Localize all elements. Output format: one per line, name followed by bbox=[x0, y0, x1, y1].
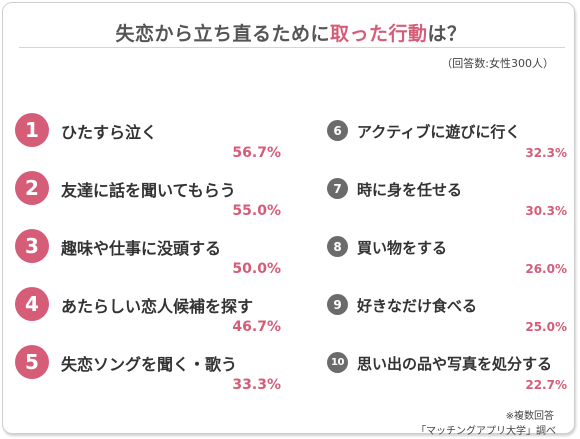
rank-badge: 7 bbox=[327, 178, 348, 199]
source-note: 「マッチングアプリ大学」調べ bbox=[416, 426, 556, 437]
rank-badge: 4 bbox=[15, 287, 49, 321]
rank-label: 好きなだけ食べる bbox=[357, 297, 478, 315]
rank-label: 失恋ソングを聞く・歌う bbox=[61, 355, 238, 374]
rank-item: 4 あたらしい恋人候補を探す 46.7% bbox=[15, 287, 281, 339]
rank-label: 買い物をする bbox=[357, 239, 448, 257]
rank-item: 8 買い物をする 26.0% bbox=[327, 236, 567, 288]
rank-label: 時に身を任せる bbox=[357, 181, 463, 199]
rank-badge: 9 bbox=[327, 294, 348, 315]
rank-badge: 3 bbox=[15, 229, 49, 263]
rank-value: 56.7% bbox=[232, 145, 281, 161]
title-highlight: 取った行動 bbox=[329, 23, 428, 45]
rank-badge: 1 bbox=[15, 113, 49, 147]
rank-item: 2 友達に話を聞いてもらう 55.0% bbox=[15, 171, 281, 223]
multiple-answers-note: ※複数回答 bbox=[505, 411, 554, 422]
respondents-note: （回答数:女性300人） bbox=[441, 57, 554, 70]
rank-item: 1 ひたすら泣く 56.7% bbox=[15, 113, 281, 165]
rank-value: 33.3% bbox=[232, 377, 281, 393]
ranking-card: 失恋から立ち直るために取った行動は？ （回答数:女性300人） 1 ひたすら泣く 5… bbox=[2, 2, 575, 437]
rank-item: 7 時に身を任せる 30.3% bbox=[327, 178, 567, 230]
rank-value: 50.0% bbox=[232, 261, 281, 277]
chart-title: 失恋から立ち直るために取った行動は？ bbox=[3, 19, 579, 46]
rank-badge: 10 bbox=[327, 352, 348, 373]
rank-item: 10 思い出の品や写真を処分する 22.7% bbox=[327, 352, 567, 404]
rank-label: あたらしい恋人候補を探す bbox=[61, 297, 254, 316]
rank-badge: 2 bbox=[15, 171, 49, 205]
rank-label: 友達に話を聞いてもらう bbox=[61, 181, 236, 200]
rank-item: 6 アクティブに遊びに行く 32.3% bbox=[327, 120, 567, 172]
rank-item: 3 趣味や仕事に没頭する 50.0% bbox=[15, 229, 281, 281]
rank-label: 趣味や仕事に没頭する bbox=[61, 239, 222, 258]
rank-item: 9 好きなだけ食べる 25.0% bbox=[327, 294, 567, 346]
rank-value: 30.3% bbox=[525, 204, 567, 218]
rank-value: 55.0% bbox=[232, 203, 281, 219]
rank-value: 46.7% bbox=[232, 319, 281, 335]
rank-badge: 5 bbox=[15, 345, 49, 379]
title-suffix: は？ bbox=[427, 23, 467, 45]
rank-label: ひたすら泣く bbox=[61, 123, 158, 142]
title-divider bbox=[19, 47, 565, 48]
rank-value: 26.0% bbox=[525, 262, 567, 276]
title-prefix: 失恋から立ち直るために bbox=[115, 23, 330, 45]
rank-value: 32.3% bbox=[525, 146, 567, 160]
rank-badge: 8 bbox=[327, 236, 348, 257]
rank-label: 思い出の品や写真を処分する bbox=[357, 355, 553, 373]
rank-value: 22.7% bbox=[525, 378, 567, 392]
rank-value: 25.0% bbox=[525, 320, 567, 334]
rank-label: アクティブに遊びに行く bbox=[357, 123, 521, 141]
rank-badge: 6 bbox=[327, 120, 348, 141]
rank-item: 5 失恋ソングを聞く・歌う 33.3% bbox=[15, 345, 281, 397]
